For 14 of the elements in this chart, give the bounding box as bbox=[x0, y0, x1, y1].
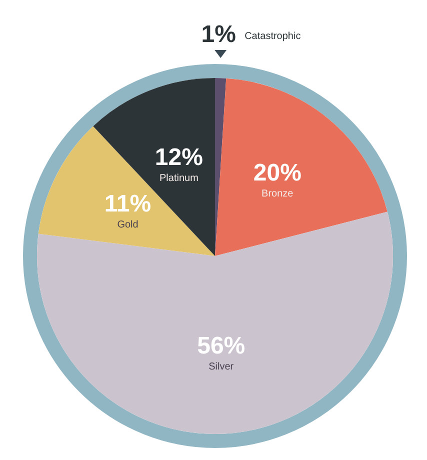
slice-label: Catastrophic bbox=[244, 31, 301, 42]
data-label: 1% bbox=[201, 21, 236, 48]
pie-slice bbox=[37, 212, 393, 434]
pie-slice bbox=[93, 78, 215, 256]
slice-label: Bronze bbox=[262, 188, 294, 200]
slice-label: Silver bbox=[208, 362, 234, 373]
slice-label: Platinum bbox=[160, 172, 198, 184]
data-label: 11% bbox=[104, 190, 152, 218]
data-label: 56% bbox=[197, 332, 246, 360]
data-label: 20% bbox=[253, 160, 302, 187]
pie-slice bbox=[38, 126, 215, 256]
data-label: 12% bbox=[154, 144, 203, 171]
pie-slice bbox=[215, 78, 388, 256]
slice-label: Gold bbox=[117, 220, 138, 231]
